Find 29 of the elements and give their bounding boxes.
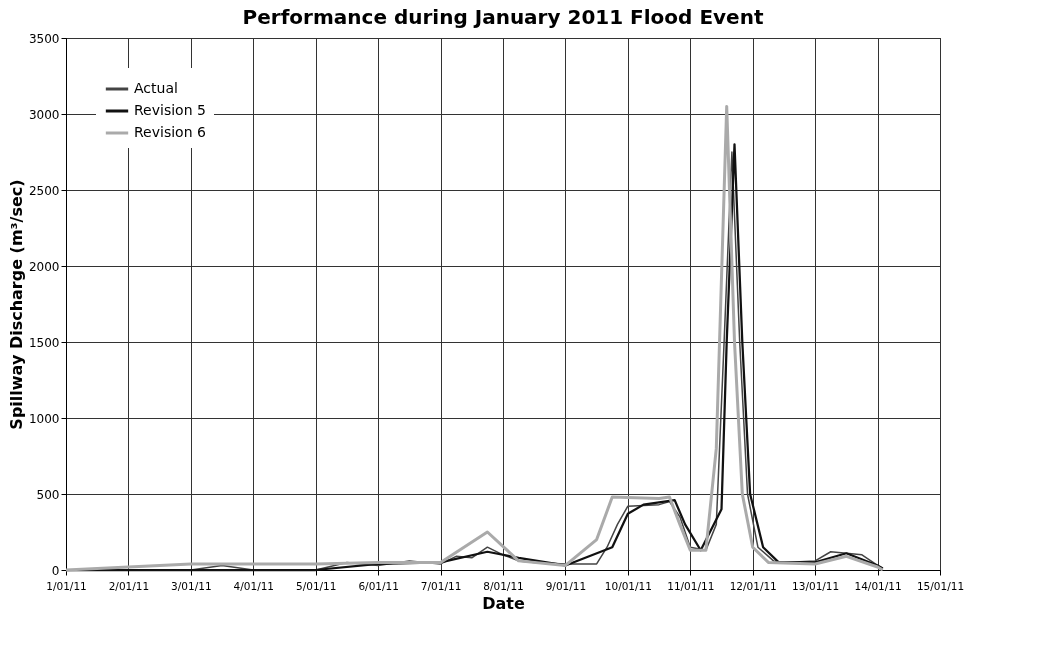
x-tick-label: 4/01/11 bbox=[233, 579, 275, 592]
x-tick-label: 14/01/11 bbox=[854, 579, 902, 592]
x-tick-label: 12/01/11 bbox=[729, 579, 777, 592]
x-tick-label: 7/01/11 bbox=[420, 579, 462, 592]
y-tick-label: 2500 bbox=[28, 183, 60, 198]
x-tick-label: 13/01/11 bbox=[792, 579, 840, 592]
x-tick-label: 10/01/11 bbox=[604, 579, 652, 592]
y-tick-label: 2000 bbox=[28, 259, 60, 274]
x-tick-label: 3/01/11 bbox=[171, 579, 212, 592]
x-tick-label: 2/01/11 bbox=[108, 579, 150, 592]
x-tick-label: 15/01/11 bbox=[916, 579, 965, 592]
y-tick-label: 500 bbox=[36, 487, 60, 502]
legend-label: Revision 5 bbox=[134, 102, 206, 118]
y-tick-label: 1500 bbox=[28, 335, 60, 350]
y-tick-label: 1000 bbox=[28, 411, 60, 426]
legend-label: Revision 6 bbox=[134, 124, 206, 140]
y-tick-label: 0 bbox=[51, 563, 60, 578]
x-tick-label: 6/01/11 bbox=[358, 579, 399, 592]
x-tick-label: 1/01/11 bbox=[46, 579, 87, 592]
x-axis-title: Date bbox=[482, 594, 525, 613]
x-tick-label: 8/01/11 bbox=[483, 579, 524, 592]
y-tick-label: 3000 bbox=[28, 107, 60, 122]
y-tick-label: 3500 bbox=[28, 31, 60, 46]
x-tick-label: 9/01/11 bbox=[545, 579, 587, 592]
x-tick-label: 5/01/11 bbox=[295, 579, 337, 592]
legend-label: Actual bbox=[134, 80, 178, 96]
chart-title: Performance during January 2011 Flood Event bbox=[242, 5, 764, 29]
y-axis-title: Spillway Discharge (m³/sec) bbox=[6, 179, 26, 430]
x-tick-label: 11/01/11 bbox=[667, 579, 715, 592]
